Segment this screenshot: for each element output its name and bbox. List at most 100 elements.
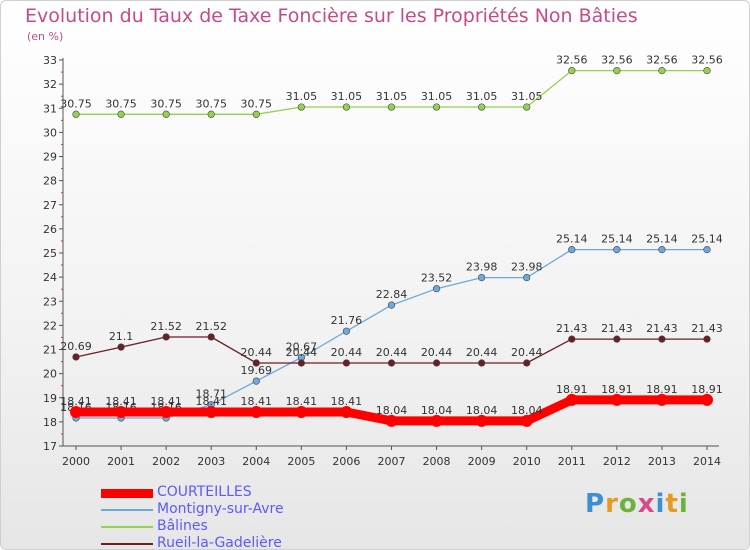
data-point [385, 414, 398, 427]
legend-label: Rueil-la-Gadelière [157, 535, 282, 550]
data-point [72, 353, 80, 361]
data-label: 30.75 [241, 97, 273, 110]
x-tick-label: 2004 [242, 455, 270, 468]
data-label: 30.75 [150, 97, 182, 110]
proxiti-logo: Proxiti [585, 489, 689, 519]
data-point [162, 333, 170, 341]
data-label: 32.56 [691, 54, 723, 67]
data-label: 25.14 [601, 233, 633, 246]
logo-letter: t [665, 489, 679, 519]
y-tick-label: 25 [43, 247, 57, 260]
y-tick-label: 32 [43, 78, 57, 91]
data-label: 22.84 [376, 288, 408, 301]
data-label: 31.05 [286, 90, 318, 103]
data-label: 18.41 [60, 395, 92, 408]
data-point [703, 67, 711, 75]
data-label: 21.52 [195, 320, 227, 333]
data-point [658, 335, 666, 343]
x-tick-label: 2009 [468, 455, 496, 468]
y-tick-label: 18 [43, 416, 57, 429]
data-label: 20.67 [286, 340, 318, 353]
data-point [523, 359, 531, 367]
data-point [613, 335, 621, 343]
data-point [432, 103, 441, 111]
data-label: 21.1 [109, 330, 134, 343]
data-label: 31.05 [331, 90, 363, 103]
y-tick-label: 20 [43, 368, 57, 381]
x-tick-label: 2011 [558, 455, 586, 468]
data-point [342, 327, 351, 335]
x-tick-label: 2014 [693, 455, 721, 468]
data-label: 20.44 [466, 346, 498, 359]
data-point [432, 285, 441, 293]
data-point [432, 359, 441, 367]
data-label: 21.43 [691, 322, 723, 335]
data-label: 20.44 [421, 346, 453, 359]
data-label: 30.75 [60, 97, 92, 110]
y-tick-label: 28 [43, 175, 57, 188]
data-point [478, 359, 486, 367]
data-point [523, 274, 531, 282]
data-point [342, 359, 351, 367]
data-label: 18.04 [421, 404, 453, 417]
data-label: 20.44 [331, 346, 363, 359]
x-tick-label: 2008 [423, 455, 451, 468]
data-point [252, 377, 260, 385]
y-tick-label: 27 [43, 199, 57, 212]
data-label: 23.98 [511, 261, 543, 274]
data-label: 25.14 [691, 233, 723, 246]
data-label: 19.69 [241, 364, 273, 377]
data-label: 20.69 [60, 340, 92, 353]
data-point [162, 110, 170, 118]
data-label: 20.44 [286, 346, 318, 359]
y-tick-label: 19 [43, 392, 57, 405]
y-tick-label: 31 [43, 102, 57, 115]
legend-swatch [101, 488, 153, 498]
data-label: 32.56 [601, 54, 633, 67]
data-point [568, 335, 576, 343]
x-tick-label: 2012 [603, 455, 631, 468]
legend-label: Bâlines [157, 518, 208, 534]
data-point [703, 335, 711, 343]
data-point [613, 246, 621, 254]
data-point [205, 405, 218, 418]
data-label: 31.05 [376, 90, 408, 103]
data-point [568, 246, 576, 254]
y-tick-label: 17 [43, 440, 57, 453]
data-label: 18.41 [241, 395, 273, 408]
data-point [207, 333, 215, 341]
x-tick-label: 2005 [287, 455, 315, 468]
data-point [703, 246, 711, 254]
data-label: 31.05 [511, 90, 543, 103]
data-point [252, 359, 260, 367]
data-label: 18.71 [195, 388, 227, 401]
legend-swatch [101, 509, 153, 511]
data-point [340, 405, 353, 418]
data-point [520, 414, 533, 427]
data-label: 20.44 [511, 346, 543, 359]
data-point [342, 103, 351, 111]
data-point [613, 67, 621, 75]
data-point [658, 67, 666, 75]
data-label: 31.05 [421, 90, 453, 103]
data-point [430, 414, 443, 427]
legend-label: COURTEILLES [157, 484, 252, 500]
data-point [565, 393, 578, 406]
logo-letter: r [605, 489, 619, 519]
data-point [387, 359, 396, 367]
data-point [160, 405, 173, 418]
data-label: 32.56 [556, 54, 588, 67]
data-point [70, 405, 82, 418]
data-label: 20.44 [376, 346, 408, 359]
data-label: 23.52 [421, 272, 453, 285]
x-tick-label: 2000 [62, 455, 90, 468]
data-point [297, 359, 305, 367]
data-label: 21.43 [601, 322, 633, 335]
x-tick-label: 2010 [513, 455, 541, 468]
data-label: 30.75 [195, 97, 227, 110]
data-label: 18.41 [286, 395, 318, 408]
data-point [658, 246, 666, 254]
data-label: 18.04 [511, 404, 543, 417]
